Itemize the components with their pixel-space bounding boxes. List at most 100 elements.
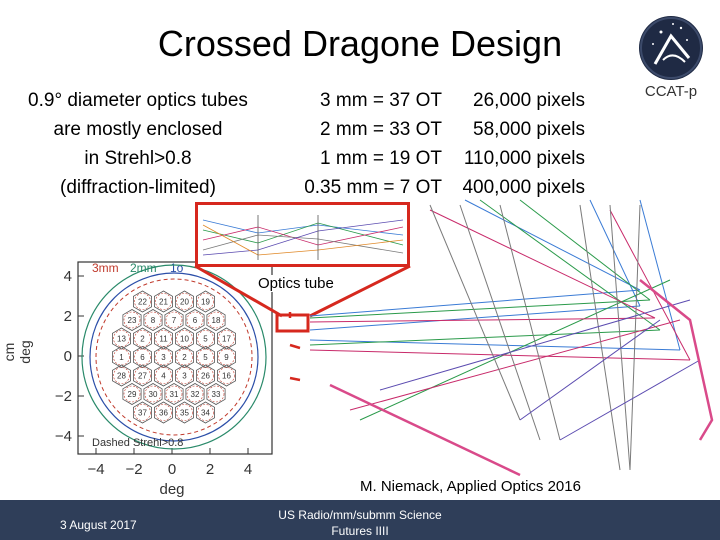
- hex-tube: [195, 401, 216, 424]
- hex-tube-number: 2: [140, 335, 145, 344]
- hex-tube-number: 3: [161, 353, 166, 362]
- hex-tube-number: 37: [138, 409, 147, 418]
- x-tick-label: 4: [244, 461, 252, 478]
- hex-tube: [132, 290, 153, 313]
- hex-tube-number: 11: [159, 335, 168, 344]
- hex-tube: [195, 346, 216, 368]
- footer-event: US Radio/mm/submm Science Futures IIII: [270, 507, 450, 539]
- hex-tube: [216, 346, 237, 368]
- hex-tube-number: 19: [201, 298, 210, 307]
- hex-strehl-circle: [197, 293, 214, 310]
- hex-strehl-circle: [134, 404, 151, 421]
- hex-tube: [153, 364, 174, 387]
- hex-tube-number: 29: [128, 390, 137, 399]
- hex-strehl-circle: [165, 311, 183, 329]
- hex-tube: [143, 383, 163, 405]
- hex-strehl-circle: [197, 404, 214, 421]
- footer-event-line: Futures IIII: [331, 524, 389, 538]
- hex-tube-number: 30: [149, 390, 158, 399]
- hex-strehl-circle: [207, 311, 225, 329]
- ccatp-logo: CCAT-p: [639, 16, 703, 100]
- logo-text: CCAT-p: [645, 83, 697, 100]
- dashed-strehl-label: Dashed Strehl>0.8: [92, 437, 183, 449]
- intro-text: 0.9° diameter optics tubes are mostly en…: [8, 86, 268, 202]
- hex-tube-number: 9: [224, 353, 229, 362]
- optics-tube-marker: [275, 313, 310, 333]
- intro-line: 0.9° diameter optics tubes: [28, 90, 248, 111]
- y-tick-label: 4: [64, 268, 72, 285]
- hex-tube-number: 34: [201, 409, 210, 418]
- hex-strehl-circle: [134, 293, 151, 310]
- hex-strehl-circle: [144, 311, 162, 329]
- hex-tube: [122, 309, 142, 331]
- pixel-count-cell: 26,000 pixels: [473, 90, 585, 111]
- hex-tube: [206, 309, 226, 331]
- optics-figure: 4 2 0 −2 −4 −4 −2 0 2 4 deg cm deg 3mm 2…: [1, 199, 714, 498]
- x-axis-label: deg: [159, 481, 184, 498]
- hex-tube: [195, 327, 216, 350]
- y-tick-label: −2: [55, 388, 72, 405]
- tube-size-column: 3 mm = 37 OT 2 mm = 33 OT 1 mm = 19 OT 0…: [276, 86, 442, 202]
- hex-tube: [132, 401, 153, 424]
- y-tick-label: 0: [64, 348, 72, 365]
- hex-strehl-circle: [123, 385, 141, 403]
- hex-tube: [153, 401, 174, 424]
- hex-tube-number: 36: [159, 409, 168, 418]
- hex-tube-number: 28: [117, 372, 126, 381]
- intro-line: (diffraction-limited): [60, 177, 216, 198]
- hex-strehl-circle: [186, 385, 204, 403]
- hex-tube-number: 23: [128, 316, 137, 325]
- hex-tube-number: 32: [191, 390, 200, 399]
- hex-tube: [174, 364, 195, 387]
- tube-size-cell: 3 mm = 37 OT: [320, 90, 442, 111]
- hex-tube-number: 13: [117, 335, 126, 344]
- x-tick-label: −2: [125, 461, 142, 478]
- y-axis-label-deg: deg: [17, 340, 33, 363]
- slide-title: Crossed Dragone Design: [157, 23, 563, 64]
- hex-tube-number: 6: [140, 353, 145, 362]
- x-tick-label: 2: [206, 461, 214, 478]
- hex-strehl-circle: [165, 385, 183, 403]
- hex-tube-number: 1: [119, 353, 124, 362]
- hex-strehl-circle: [207, 385, 225, 403]
- hex-tube-number: 10: [180, 335, 189, 344]
- x-tick-label: −4: [87, 461, 104, 478]
- hex-tube: [112, 346, 132, 368]
- hex-strehl-circle: [155, 404, 172, 421]
- hex-tube: [174, 290, 195, 313]
- hex-tube-number: 2: [182, 353, 187, 362]
- hex-tube-number: 6: [193, 316, 198, 325]
- hex-tube: [195, 290, 216, 313]
- footer-event-line: US Radio/mm/submm Science: [278, 508, 442, 522]
- pixel-count-cell: 400,000 pixels: [462, 177, 585, 198]
- hex-tube: [206, 383, 226, 405]
- hex-tube: [132, 346, 153, 368]
- hex-tube-number: 3: [182, 372, 187, 381]
- hex-strehl-circle: [176, 404, 193, 421]
- hex-tube: [153, 346, 174, 368]
- hex-tube: [185, 383, 205, 405]
- hex-strehl-circle: [186, 311, 204, 329]
- hex-tube-number: 35: [180, 409, 189, 418]
- hex-tube-number: 26: [201, 372, 210, 381]
- hex-strehl-circle: [176, 367, 193, 384]
- hex-tube: [153, 290, 174, 313]
- legend-3mm: 3mm: [92, 261, 119, 275]
- hex-strehl-circle: [123, 311, 141, 329]
- focal-plane-plot: 4 2 0 −2 −4 −4 −2 0 2 4 deg cm deg 3mm 2…: [1, 261, 273, 498]
- y-axis-label-cm: cm: [1, 343, 17, 362]
- intro-line: are mostly enclosed: [53, 119, 223, 140]
- y-tick-label: 2: [64, 308, 72, 325]
- hex-tube-number: 22: [138, 298, 147, 307]
- hex-tube-number: 20: [180, 298, 189, 307]
- hex-tube: [216, 327, 237, 350]
- pixel-count-column: 26,000 pixels 58,000 pixels 110,000 pixe…: [440, 86, 585, 202]
- hex-tube: [112, 364, 132, 387]
- hex-strehl-circle: [218, 367, 235, 384]
- footer-bar: [0, 500, 720, 540]
- hex-strehl-circle: [176, 293, 193, 310]
- tube-size-cell: 1 mm = 19 OT: [320, 148, 442, 169]
- hex-strehl-circle: [155, 367, 172, 384]
- hex-tube: [153, 327, 174, 350]
- hex-tube: [185, 309, 205, 331]
